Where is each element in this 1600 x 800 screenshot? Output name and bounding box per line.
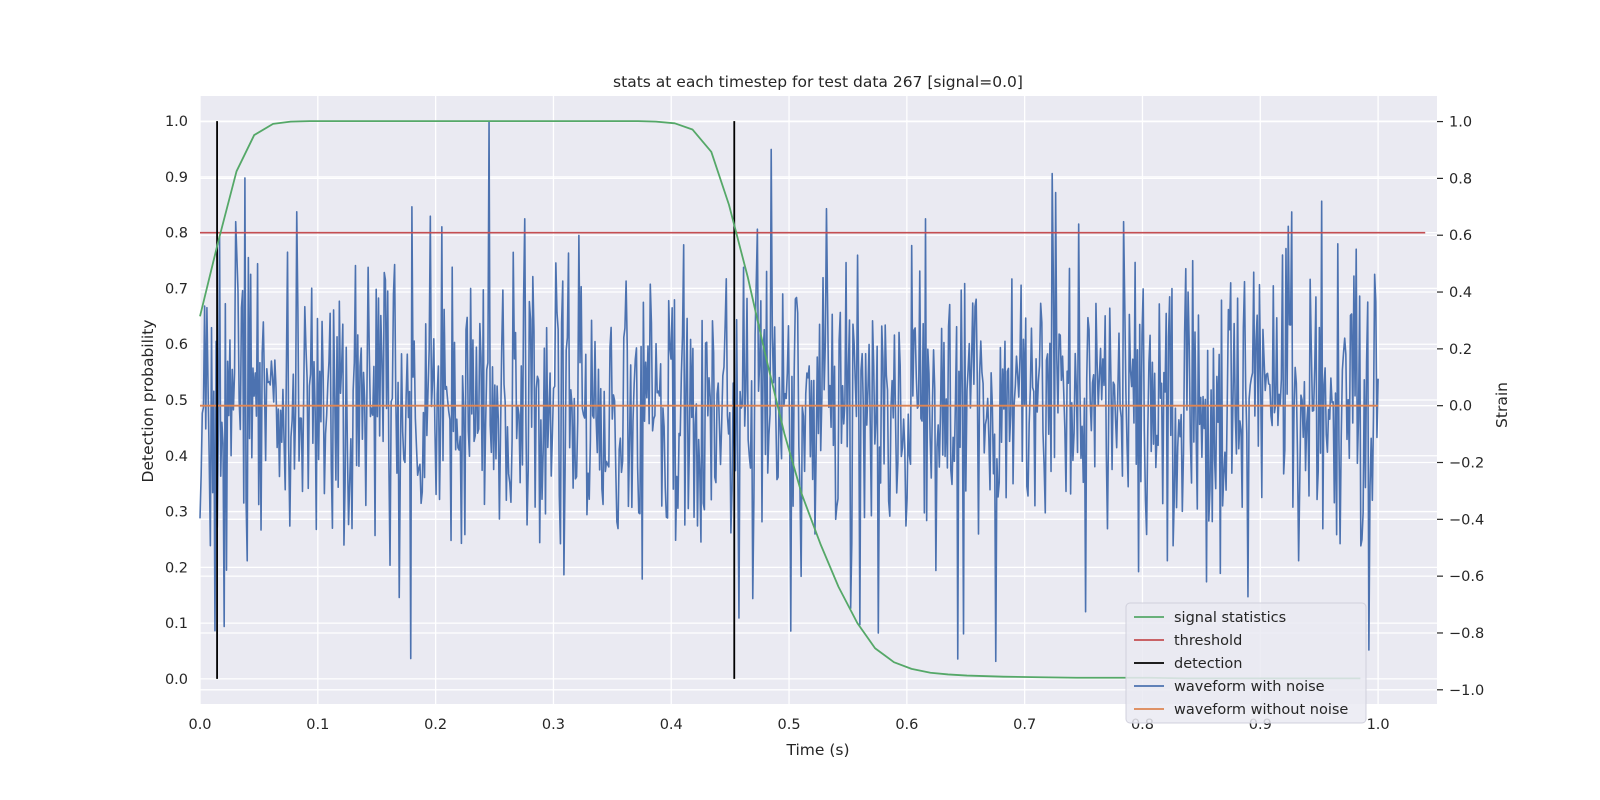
y-tick-labels: 0.0 0.1 0.2 0.3 0.4 0.5 0.6 0.7 0.8 0.9 1.0: [165, 114, 188, 688]
x-tick-label: 0.4: [660, 717, 683, 733]
y-tick-label: 0.2: [165, 560, 188, 576]
x-tick-label: 0.3: [542, 717, 565, 733]
y-tick-label: 0.8: [165, 226, 188, 242]
chart-title: stats at each timestep for test data 267…: [613, 73, 1023, 91]
legend-box: [1125, 602, 1367, 724]
y-tick-label: 0.1: [165, 616, 188, 632]
y-tick-label: 0.3: [165, 505, 188, 521]
x-tick-label: 0.1: [306, 717, 329, 733]
y2-tick-label: 0.4: [1449, 285, 1472, 301]
y2-tick-label: −0.8: [1449, 626, 1484, 642]
x-tick-label: 0.0: [188, 717, 211, 733]
y2-tick-label: −0.4: [1449, 512, 1484, 528]
x-tick-label: 0.6: [895, 717, 918, 733]
x-tick-label: 0.7: [1013, 717, 1036, 733]
y-tick-label: 1.0: [165, 114, 188, 130]
legend-label: signal statistics: [1174, 610, 1286, 626]
y-tick-label: 0.7: [165, 281, 188, 297]
legend-label: waveform with noise: [1174, 679, 1325, 695]
series-waveform-with-noise: [199, 120, 1379, 663]
y2-tick-label: 1.0: [1449, 115, 1472, 131]
y2-tick-label: 0.2: [1449, 342, 1472, 358]
y-tick-label: 0.0: [165, 672, 188, 688]
y-axis-label-right: Strain: [1493, 382, 1511, 428]
legend-label: waveform without noise: [1174, 702, 1348, 718]
y2-tick-label: 0.8: [1449, 171, 1472, 187]
legend: signal statistics threshold detection wavef…: [1125, 602, 1367, 724]
y-tick-label: 0.9: [165, 170, 188, 186]
y2-tick-label: 0.6: [1449, 228, 1472, 244]
y2-tick-label: 0.0: [1449, 399, 1472, 415]
y-tick-label: 0.4: [165, 449, 188, 465]
y2-tick-label: −0.2: [1449, 456, 1484, 472]
legend-label: detection: [1174, 656, 1242, 672]
y-axis-label-left: Detection probability: [139, 320, 157, 483]
series-layer: [199, 120, 1426, 680]
x-axis-label: Time (s): [785, 741, 849, 759]
y-tick-label: 0.5: [165, 393, 188, 409]
y2-tick-labels: −1.0 −0.8 −0.6 −0.4 −0.2 0.0 0.2 0.4 0.6 0.8 1.0: [1437, 115, 1484, 699]
x-tick-label: 0.5: [778, 717, 801, 733]
y-tick-label: 0.6: [165, 337, 188, 353]
series-signal-statistics: [199, 120, 1361, 680]
y2-tick-label: −0.6: [1449, 569, 1484, 585]
x-tick-label: 1.0: [1367, 717, 1390, 733]
x-tick-label: 0.2: [424, 717, 447, 733]
legend-label: threshold: [1174, 633, 1242, 649]
y2-tick-label: −1.0: [1449, 683, 1484, 699]
